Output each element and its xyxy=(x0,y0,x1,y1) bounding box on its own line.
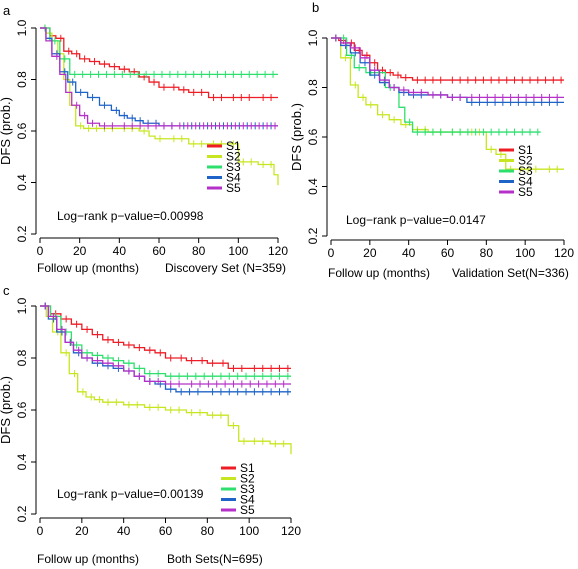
legend-label-s1: S1 xyxy=(518,143,533,157)
legend-label-s5: S5 xyxy=(240,503,255,517)
legend-label-s2: S2 xyxy=(240,472,255,486)
x-tick-label: 0 xyxy=(37,524,44,538)
legend-label-s3: S3 xyxy=(226,160,241,174)
x-tick-label: 40 xyxy=(117,524,131,538)
y-tick-label: 0.4 xyxy=(15,453,29,470)
y-tick-label: 0.8 xyxy=(15,349,29,366)
p-value-annotation: Log−rank p−value=0.00139 xyxy=(57,487,204,501)
x-axis-title: Follow up (months) xyxy=(37,261,139,275)
legend-label-s4: S4 xyxy=(226,171,241,185)
series-line-s5 xyxy=(331,37,564,99)
y-tick-label: 0.2 xyxy=(306,227,320,244)
p-value-annotation: Log−rank p−value=0.0147 xyxy=(346,213,486,227)
series-line-s2 xyxy=(40,305,292,455)
x-tick-label: 100 xyxy=(239,524,259,538)
legend-label-s4: S4 xyxy=(240,493,255,507)
legend-label-s2: S2 xyxy=(518,154,533,168)
x-axis-title: Follow up (months) xyxy=(37,552,139,566)
legend-label-s4: S4 xyxy=(518,175,533,189)
legend-label-s1: S1 xyxy=(226,139,241,153)
y-tick-label: 0.2 xyxy=(15,225,29,242)
y-axis-title: DFS (prob.) xyxy=(0,376,13,444)
subtitle: Validation Set(N=336) xyxy=(452,266,569,280)
y-tick-label: 0.6 xyxy=(15,401,29,418)
x-tick-label: 20 xyxy=(73,244,87,258)
panel-b: b 0 20 40 60 80 100 120 0.2 0.4 0.6 0.8 1.0 DFS (prob… xyxy=(289,0,574,280)
y-axis-title: DFS (prob.) xyxy=(289,103,304,171)
y-tick-label: 1.0 xyxy=(15,297,29,314)
x-tick-label: 100 xyxy=(515,246,535,260)
x-tick-label: 40 xyxy=(113,244,127,258)
legend-label-s2: S2 xyxy=(226,150,241,164)
legend-label-s3: S3 xyxy=(240,482,255,496)
series-line-s3 xyxy=(40,27,278,75)
panel-c: c 0 20 40 60 80 100 120 0.2 0.4 0.6 0.8 1.0 DFS (prob… xyxy=(0,283,301,566)
x-tick-label: 0 xyxy=(37,244,44,258)
y-tick-label: 0.6 xyxy=(15,122,29,139)
y-tick-label: 1.0 xyxy=(306,29,320,46)
y-tick-label: 0.8 xyxy=(15,71,29,88)
series-line-s3 xyxy=(40,305,291,377)
x-tick-label: 60 xyxy=(441,246,455,260)
x-tick-label: 60 xyxy=(152,244,166,258)
y-tick-label: 0.8 xyxy=(306,79,320,96)
series-line-s1 xyxy=(40,27,278,99)
panel-label: b xyxy=(312,0,319,15)
x-tick-label: 80 xyxy=(480,246,494,260)
p-value-annotation: Log−rank p−value=0.00998 xyxy=(57,209,204,223)
x-tick-label: 80 xyxy=(192,244,206,258)
x-tick-label: 20 xyxy=(363,246,377,260)
panel-label: a xyxy=(3,3,11,18)
x-axis-title: Follow up (months) xyxy=(328,266,430,280)
y-tick-label: 1.0 xyxy=(15,19,29,36)
legend-label-s1: S1 xyxy=(240,461,255,475)
panel-label: c xyxy=(3,283,10,298)
x-tick-label: 120 xyxy=(554,246,574,260)
x-tick-label: 60 xyxy=(159,524,173,538)
series-line-s1 xyxy=(40,305,291,370)
x-tick-label: 80 xyxy=(201,524,215,538)
subtitle: Both Sets(N=695) xyxy=(167,552,263,566)
x-tick-label: 120 xyxy=(281,524,301,538)
series-line-s1 xyxy=(331,37,564,81)
series-line-s2 xyxy=(331,37,564,170)
x-tick-label: 40 xyxy=(402,246,416,260)
x-tick-label: 120 xyxy=(268,244,288,258)
x-tick-label: 0 xyxy=(328,246,335,260)
y-axis-title: DFS (prob.) xyxy=(0,97,13,165)
x-tick-label: 100 xyxy=(228,244,248,258)
y-tick-label: 0.6 xyxy=(306,128,320,145)
series-line-s5 xyxy=(40,305,291,385)
y-tick-label: 0.4 xyxy=(15,174,29,191)
legend-label-s5: S5 xyxy=(226,181,241,195)
y-tick-label: 0.4 xyxy=(306,178,320,195)
legend-label-s5: S5 xyxy=(518,185,533,199)
panel-a: a 0 20 40 60 80 100 120 0.2 0.4 0.6 0.8 1.0 DFS (prob… xyxy=(0,3,288,275)
series-line-s2 xyxy=(40,27,279,186)
y-tick-label: 0.2 xyxy=(15,505,29,522)
x-tick-label: 20 xyxy=(75,524,89,538)
subtitle: Discovery Set (N=359) xyxy=(165,261,286,275)
legend-label-s3: S3 xyxy=(518,164,533,178)
